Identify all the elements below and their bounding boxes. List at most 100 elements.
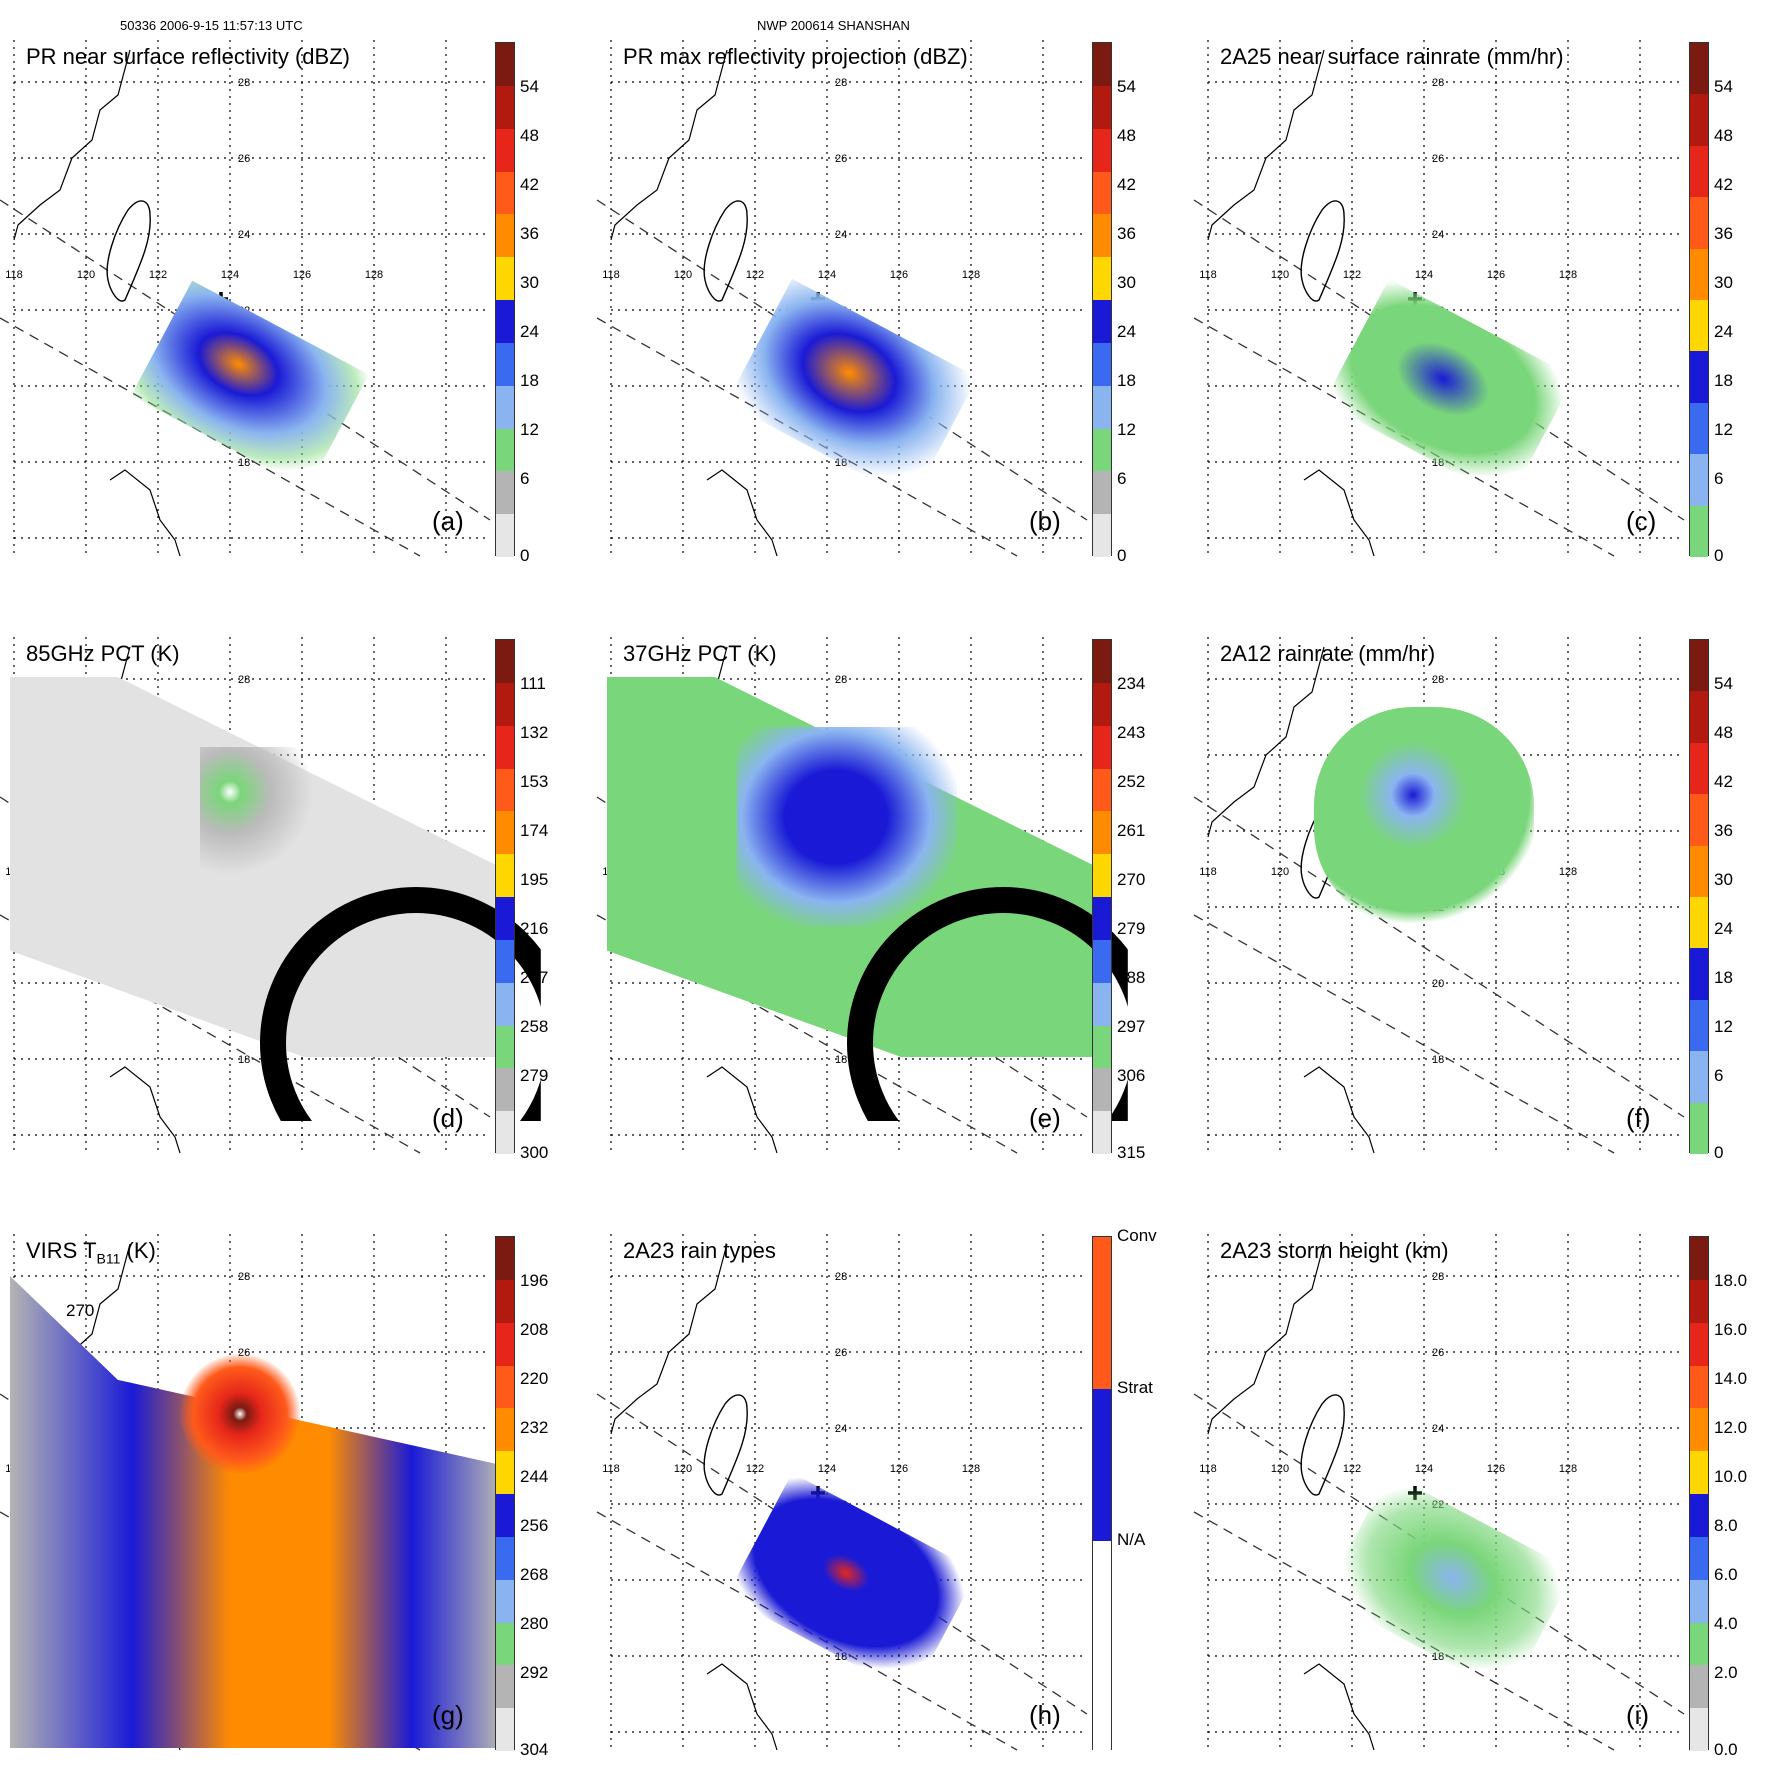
panel-g: VIRS TB11 (K) 11812012212412612828262422… [0, 1194, 548, 1759]
panel-title: PR near surface reflectivity (dBZ) [26, 44, 350, 69]
lon-label: 120 [77, 269, 95, 281]
colorbar-segment [1690, 1408, 1708, 1452]
colorbar-tick-label: 18 [1117, 370, 1136, 390]
panel-i: 2A23 storm height (km) 118 120 122 124 126 12… [1193, 1194, 1747, 1759]
colorbar-tick-label: 36 [1714, 223, 1733, 243]
colorbar-tick-label: 195 [520, 869, 549, 889]
colorbar-tick-label: 48 [520, 125, 539, 145]
colorbar-segment [1690, 1051, 1708, 1104]
lon-label: 124 [1415, 1463, 1433, 1475]
lon-label: 126 [1487, 269, 1505, 281]
swath-edge-line [0, 914, 421, 1154]
lat-label: 18 [238, 1054, 250, 1066]
colorbar-tick-label: 234 [1117, 673, 1146, 693]
colorbar-segment [1093, 768, 1111, 812]
colorbar-segment [496, 939, 514, 984]
lat-label: 28 [1432, 77, 1444, 89]
title-unit: (K) [120, 1238, 156, 1263]
lon-label: 122 [149, 269, 167, 281]
colorbar-segment [496, 1579, 514, 1623]
colorbar-tick-label: 315 [1117, 1143, 1146, 1162]
colorbar-tick-label: 14.0 [1714, 1368, 1748, 1388]
colorbar-ticks: 54 48 42 36 30 24 18 12 6 0 [1714, 639, 1771, 1162]
colorbar-segment [1093, 811, 1111, 855]
lat-label: 18 [1432, 1054, 1444, 1066]
taiwan-coastline [703, 1394, 748, 1496]
colorbar-tick-label: 48 [1714, 125, 1733, 145]
lat-label: 24 [1432, 229, 1444, 241]
pct85-eye-region [200, 747, 320, 897]
panel-label: (e) [1029, 1103, 1061, 1133]
colorbar-tick-label: 232 [520, 1417, 549, 1437]
colorbar-tick-label: 36 [1714, 820, 1733, 840]
colorbar-segment [1690, 1279, 1708, 1324]
panel-title: 85GHz PCT (K) [26, 641, 180, 666]
colorbar-segment [1690, 691, 1708, 744]
colorbar-segment [1690, 948, 1708, 1001]
colorbar-segment [1690, 1579, 1708, 1623]
luzon-coastline [109, 1066, 181, 1154]
lat-label: 18 [238, 457, 250, 469]
colorbar-segment [1690, 999, 1708, 1052]
colorbar-tick-label: 30 [1714, 869, 1733, 889]
colorbar-segment [1690, 197, 1708, 250]
colorbar-segment [496, 854, 514, 898]
colorbar-segment [1093, 43, 1111, 87]
colorbar-segment [1690, 794, 1708, 847]
map-frame: 118120122124126128282624222018 [1193, 1234, 1685, 1751]
colorbar-tick-label: 8.0 [1714, 1515, 1738, 1535]
colorbar-segment [1093, 85, 1111, 130]
colorbar-segment [1690, 1665, 1708, 1709]
colorbar-segment [1093, 640, 1111, 684]
colorbar-tick-label: 270 [1117, 869, 1146, 889]
colorbar-segment [1093, 471, 1111, 515]
lat-label: 20 [1432, 978, 1444, 990]
colorbar-segment [496, 342, 514, 387]
lat-label: 28 [238, 674, 250, 686]
luzon-coastline [706, 1663, 778, 1751]
colorbar-tick-label: 6 [520, 468, 530, 488]
colorbar-segment [1690, 351, 1708, 404]
colorbar-segment [1690, 897, 1708, 949]
colorbar [1689, 42, 1709, 558]
colorbar-segment [496, 1025, 514, 1069]
map-frame: 118120122124126128282624222018 [596, 40, 1088, 557]
colorbar-tick-label: 6 [1714, 1065, 1724, 1085]
colorbar-tick-label: 4.0 [1714, 1613, 1738, 1633]
colorbar-tick-label: 36 [1117, 223, 1136, 243]
lat-label: 28 [835, 1271, 847, 1283]
lon-label: 122 [1343, 1463, 1361, 1475]
lat-label: 18 [835, 1054, 847, 1066]
colorbar-segment [496, 1408, 514, 1452]
panel-title: 2A25 near surface rainrate (mm/hr) [1220, 44, 1564, 69]
colorbar-segment [1690, 1536, 1708, 1581]
panel-h: 2A23 rain types 118 120 122 124 126 128 28 26 24… [596, 1194, 1157, 1754]
colorbar-tick-label: 54 [1714, 673, 1733, 693]
colorbar [495, 1236, 515, 1752]
colorbar-ticks: 18.0 16.0 14.0 12.0 10.0 8.0 6.0 4.0 2.0 0.0 [1714, 1236, 1771, 1759]
colorbar-tick-label: 237 [520, 967, 549, 987]
contour-label: 270 [66, 1301, 94, 1320]
colorbar-tick-label: 12 [520, 419, 539, 439]
colorbar [1092, 639, 1112, 1155]
colorbar-ticks: 54 48 42 36 30 24 18 12 6 0 [1714, 42, 1771, 565]
lat-label: 26 [835, 153, 847, 165]
colorbar-tick-label: 30 [1714, 272, 1733, 292]
colorbar-tick-label: 6.0 [1714, 1564, 1738, 1584]
colorbar-segment [1093, 428, 1111, 472]
colorbar-ticks: 54 48 42 36 30 24 18 12 6 0 [520, 42, 590, 565]
lon-label: 118 [602, 1463, 620, 1475]
colorbar-segment [1093, 300, 1111, 344]
colorbar-tick-label: 297 [1117, 1016, 1146, 1036]
lon-label: 124 [1415, 269, 1433, 281]
colorbar-tick-label: 300 [520, 1143, 549, 1162]
colorbar-segment [1690, 300, 1708, 352]
colorbar-segment [1093, 1068, 1111, 1112]
colorbar-tick-label: 30 [1117, 272, 1136, 292]
panel-label: (b) [1029, 506, 1061, 536]
lon-label: 122 [746, 269, 764, 281]
colorbar-segment [496, 85, 514, 130]
colorbar-tick-label: 280 [520, 1613, 549, 1633]
lon-label: 118 [1199, 866, 1217, 878]
china-coastline [1207, 646, 1325, 838]
